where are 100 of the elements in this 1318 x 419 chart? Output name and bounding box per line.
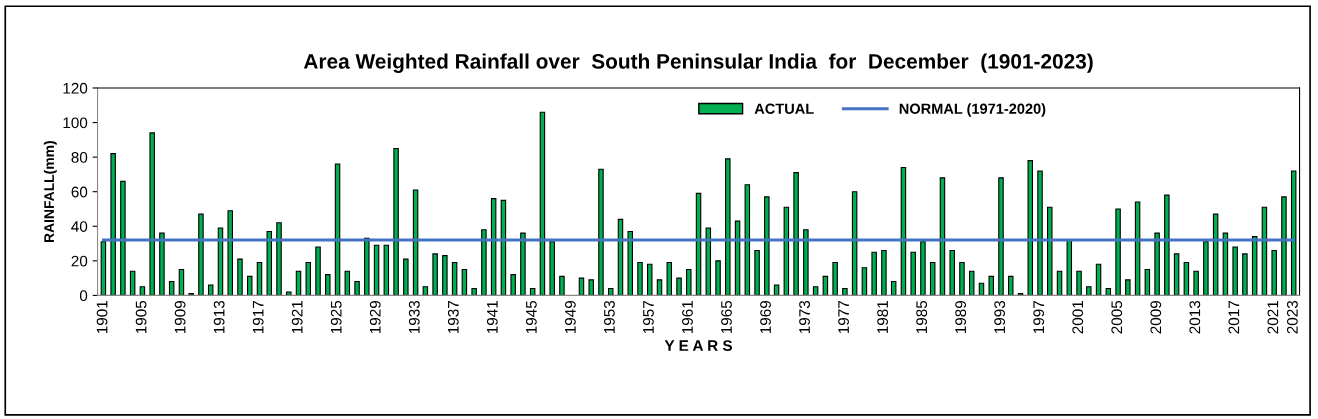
bar bbox=[1027, 160, 1034, 296]
bar bbox=[256, 262, 263, 296]
bar bbox=[305, 262, 312, 296]
bar bbox=[110, 153, 116, 296]
bar bbox=[861, 267, 868, 296]
y-tick-label: 40 bbox=[71, 221, 88, 232]
bar bbox=[686, 268, 692, 296]
bar bbox=[383, 244, 390, 296]
bar bbox=[403, 258, 409, 296]
y-tick-label: 20 bbox=[71, 255, 88, 267]
bar bbox=[598, 168, 604, 296]
x-tick-label: 2023 bbox=[1286, 300, 1298, 334]
bar bbox=[959, 262, 965, 296]
chart-title: Area Weighted Rainfall over South Peninsular India for December (1901-2023) bbox=[303, 53, 1093, 73]
x-tick-label: 2017 bbox=[1228, 301, 1240, 334]
x-tick-label: 1949 bbox=[564, 300, 576, 334]
bar bbox=[354, 281, 360, 296]
bar bbox=[705, 227, 712, 296]
x-tick-label: 2021 bbox=[1267, 301, 1279, 334]
bar bbox=[373, 244, 380, 296]
bar bbox=[1203, 241, 1209, 296]
bar bbox=[881, 249, 887, 296]
bar bbox=[725, 158, 731, 296]
bar bbox=[949, 249, 955, 296]
y-tick-label: 100 bbox=[63, 117, 88, 129]
bar bbox=[1183, 262, 1190, 296]
bar bbox=[666, 262, 673, 296]
bar bbox=[364, 237, 370, 296]
bar bbox=[315, 246, 321, 296]
bar bbox=[812, 286, 819, 296]
bar bbox=[1290, 170, 1297, 296]
bar bbox=[471, 287, 477, 296]
bar bbox=[1193, 270, 1199, 296]
bar bbox=[1164, 194, 1170, 296]
bar bbox=[559, 275, 565, 296]
x-tick-label: 1981 bbox=[877, 301, 889, 334]
bar bbox=[198, 213, 204, 296]
x-tick-label: 1953 bbox=[604, 300, 615, 334]
bar bbox=[246, 275, 253, 296]
bar bbox=[1095, 263, 1102, 296]
bar bbox=[139, 286, 146, 296]
bar bbox=[754, 249, 760, 296]
legend-label: ACTUAL bbox=[754, 103, 814, 114]
bar bbox=[159, 232, 165, 296]
x-tick-label: 2009 bbox=[1150, 300, 1162, 334]
bar bbox=[1232, 246, 1238, 296]
bar bbox=[442, 255, 448, 296]
bar bbox=[968, 270, 975, 296]
x-tick-label: 1977 bbox=[838, 301, 849, 334]
bar bbox=[1115, 208, 1121, 296]
y-axis-title: RAINFALL(mm) bbox=[43, 141, 57, 243]
y-tick-label: 120 bbox=[63, 82, 88, 94]
bar bbox=[178, 268, 185, 296]
bar bbox=[1047, 206, 1053, 296]
y-tick-label: 0 bbox=[79, 290, 88, 302]
bar bbox=[822, 275, 829, 296]
bar bbox=[764, 196, 770, 296]
bar bbox=[227, 210, 233, 296]
bar bbox=[344, 270, 351, 296]
x-tick-label: 1989 bbox=[955, 300, 967, 334]
bar bbox=[1105, 287, 1112, 296]
x-tick-label: 1973 bbox=[799, 300, 810, 334]
x-tick-label: 1909 bbox=[174, 300, 186, 334]
x-tick-label: 1917 bbox=[252, 301, 264, 334]
x-tick-label: 2001 bbox=[1072, 301, 1084, 334]
bar bbox=[607, 287, 614, 296]
bar bbox=[929, 262, 936, 296]
bar bbox=[149, 132, 155, 296]
bar bbox=[1281, 196, 1287, 296]
bar bbox=[744, 184, 751, 296]
bar bbox=[325, 274, 331, 296]
x-tick-label: 1985 bbox=[916, 300, 928, 334]
x-tick-label: 1905 bbox=[135, 300, 147, 334]
bar bbox=[1242, 253, 1248, 296]
bar bbox=[1076, 270, 1082, 296]
bar bbox=[871, 251, 877, 296]
bar bbox=[1144, 268, 1151, 296]
x-tick-label: 1921 bbox=[291, 301, 303, 334]
x-tick-label: 1965 bbox=[721, 300, 732, 334]
bar bbox=[793, 172, 799, 296]
bar bbox=[266, 230, 272, 296]
x-tick-label: 1969 bbox=[760, 300, 771, 334]
x-tick-label: 1929 bbox=[369, 300, 381, 334]
y-tick-label: 80 bbox=[71, 151, 88, 163]
bar bbox=[715, 260, 721, 296]
bar bbox=[120, 180, 126, 296]
legend-label: NORMAL (1971-2020) bbox=[899, 103, 1046, 117]
bar bbox=[207, 284, 214, 296]
bar bbox=[1271, 249, 1277, 296]
bar bbox=[1086, 286, 1092, 296]
bar bbox=[842, 287, 848, 296]
y-tick-label: 60 bbox=[71, 186, 88, 198]
bar bbox=[451, 262, 458, 296]
bar bbox=[832, 262, 838, 296]
bar bbox=[637, 262, 643, 296]
bar bbox=[1037, 170, 1043, 296]
bar bbox=[168, 281, 175, 296]
bar bbox=[676, 277, 682, 296]
x-tick-label: 1925 bbox=[330, 300, 342, 334]
bar bbox=[481, 229, 487, 296]
